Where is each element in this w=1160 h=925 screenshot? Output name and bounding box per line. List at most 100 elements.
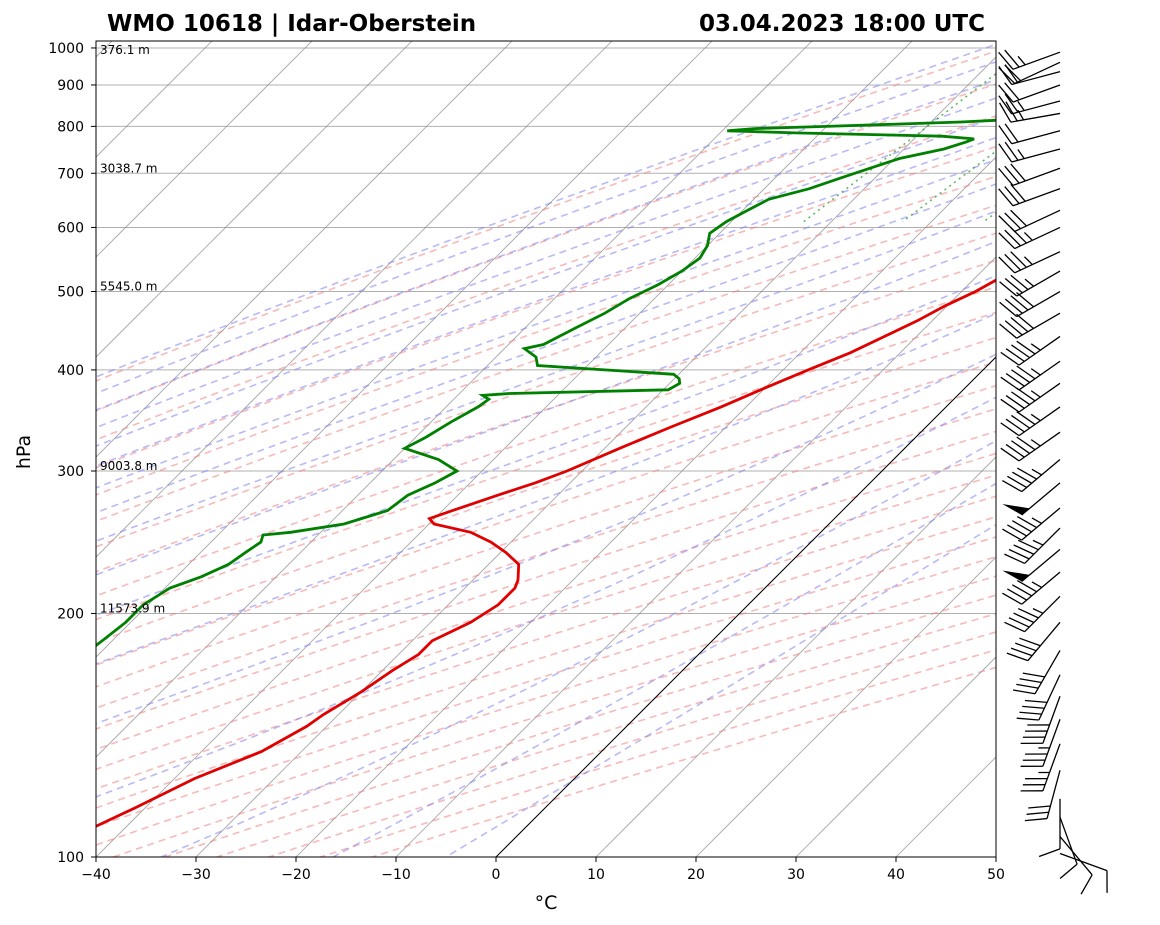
barb-flag (1022, 672, 1045, 678)
barb-flag (1004, 621, 1025, 633)
barb-flag (1038, 848, 1061, 858)
barb-flag (1004, 229, 1022, 247)
barb-flag (1002, 479, 1023, 493)
barb-staff (1016, 312, 1061, 339)
isotherm--30 (195, 56, 996, 857)
wind-barb (1000, 406, 1061, 437)
moist-adiabat--30 (96, 43, 996, 378)
barb-half-flag (1023, 256, 1033, 266)
barb-flag (1016, 365, 1036, 380)
wind-barb (1038, 798, 1061, 858)
barb-flag (1010, 251, 1027, 268)
barb-flag (1005, 372, 1025, 387)
wind-barb (1000, 382, 1061, 413)
x-tick-label: 50 (987, 867, 1005, 883)
barb-flag (1016, 340, 1036, 355)
barb-flag (1015, 642, 1037, 652)
barb-flag (1016, 292, 1035, 308)
isotherm-10 (595, 456, 996, 857)
grid-layer (96, 41, 996, 857)
wind-barb (1004, 527, 1061, 565)
barb-flag (1000, 398, 1020, 413)
x-tick-label: 10 (587, 867, 605, 883)
barb-flag (999, 323, 1018, 339)
dry-adiabat-60 (96, 311, 996, 621)
barb-staff (1034, 650, 1061, 695)
barb-pennant (1002, 570, 1030, 582)
wind-barb (1004, 595, 1061, 633)
barb-flag (1005, 395, 1025, 409)
y-tick-label: 200 (57, 606, 84, 622)
moist-adiabat--15 (96, 97, 996, 429)
barb-staff (1011, 148, 1061, 163)
barb-flag (1012, 520, 1032, 533)
wind-barb (1059, 816, 1078, 880)
barb-flag (1010, 647, 1033, 657)
plot-frame (95, 40, 997, 858)
height-label-300: 9003.8 m (100, 459, 158, 473)
wind-barb (1020, 743, 1061, 792)
dry-adiabat-130 (96, 474, 996, 771)
barb-staff (1059, 836, 1093, 876)
wind-barb (1016, 674, 1061, 721)
profile-lines (96, 118, 996, 828)
barb-flag (1028, 805, 1051, 809)
wind-barb (1024, 770, 1061, 822)
barb-flag (1019, 637, 1041, 647)
barb-staff (1021, 507, 1061, 541)
moist-adiabat-45 (332, 482, 996, 857)
height-label-980: 376.1 m (100, 43, 150, 57)
barb-half-flag (1017, 149, 1025, 159)
dry-adiabat--30 (96, 50, 996, 382)
barb-half-flag (1023, 232, 1033, 241)
wind-barb (998, 101, 1061, 123)
barb-staff (1059, 816, 1078, 865)
chart-datetime: 03.04.2023 18:00 UTC (699, 11, 985, 37)
height-label-500: 5545.0 m (100, 280, 158, 294)
barb-flag (1004, 278, 1023, 294)
isotherm--50 (96, 41, 813, 758)
barb-staff (1012, 84, 1061, 103)
barb-flag (1011, 440, 1031, 454)
barb-staff (1016, 270, 1061, 297)
isotherm--20 (295, 156, 996, 857)
wind-barb (998, 141, 1061, 163)
barb-staff (1021, 458, 1061, 493)
barb-staff (1042, 719, 1061, 767)
barb-flag (1016, 683, 1039, 689)
wind-barb (1020, 719, 1061, 767)
barb-flag (1005, 101, 1018, 122)
barb-half-flag (1030, 413, 1041, 422)
moist-adiabat-30 (96, 353, 996, 725)
barb-staff (1027, 621, 1061, 662)
barb-staff (1018, 406, 1061, 437)
barb-flag (998, 188, 1014, 207)
barb-flag (1011, 414, 1031, 429)
wind-barb (1020, 696, 1061, 745)
barb-flag (1016, 436, 1036, 451)
wind-barb (998, 123, 1061, 145)
wind-barb (1002, 507, 1061, 541)
wind-barb (1012, 650, 1061, 695)
barb-flag (1010, 226, 1027, 244)
barb-staff (1021, 571, 1061, 605)
barb-staff (1018, 335, 1061, 366)
wind-barb (1002, 482, 1061, 516)
barb-half-flag (1032, 608, 1044, 614)
barb-flag (1000, 351, 1020, 366)
barb-half-flag (1017, 109, 1025, 121)
dry-adiabat--20 (96, 83, 996, 412)
barb-flag (1019, 678, 1042, 684)
moist-adiabat--20 (96, 78, 996, 411)
barb-flag (1011, 391, 1031, 406)
isotherm-30 (795, 656, 996, 857)
barb-staff (1042, 743, 1061, 792)
barb-flag (1016, 411, 1036, 425)
barb-flag (1006, 652, 1029, 662)
barb-flag (1004, 82, 1020, 101)
wind-barb (999, 270, 1061, 297)
barb-half-flag (1030, 390, 1041, 398)
barb-staff (1012, 51, 1061, 70)
wind-barb (1002, 458, 1061, 493)
